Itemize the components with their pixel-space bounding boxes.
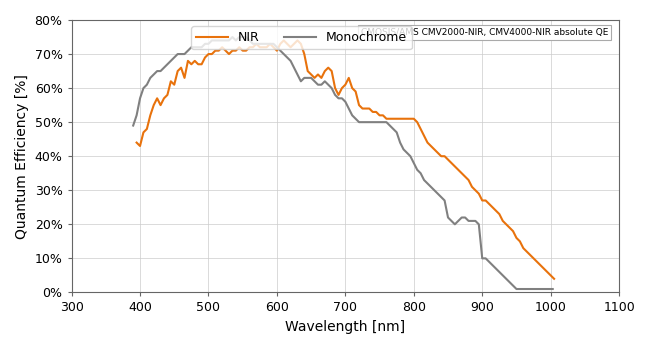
Monochrome [133,113,140,118]
Monochrome [549,287,556,291]
NIR [157,103,164,107]
Monochrome [317,83,325,87]
Monochrome [256,42,264,46]
NIR [181,76,188,80]
Monochrome [157,69,164,73]
NIR [475,192,483,196]
Monochrome [376,120,384,124]
NIR [133,141,140,145]
NIR [550,277,558,281]
Y-axis label: Quantum Efficiency [%]: Quantum Efficiency [%] [15,74,29,239]
X-axis label: Wavelength [nm]: Wavelength [nm] [285,320,406,334]
Text: CMOSIS/AMS CMV2000-NIR, CMV4000-NIR absolute QE: CMOSIS/AMS CMV2000-NIR, CMV4000-NIR abso… [361,28,608,37]
Monochrome [513,287,521,291]
Monochrome [208,38,216,43]
NIR [174,69,181,73]
Monochrome [129,124,137,128]
Monochrome [229,35,237,39]
Line: Monochrome: Monochrome [133,37,552,289]
NIR [280,38,288,43]
NIR [317,76,325,80]
Line: NIR: NIR [136,40,554,279]
NIR [252,42,260,46]
Legend: NIR, Monochrome: NIR, Monochrome [191,26,411,49]
